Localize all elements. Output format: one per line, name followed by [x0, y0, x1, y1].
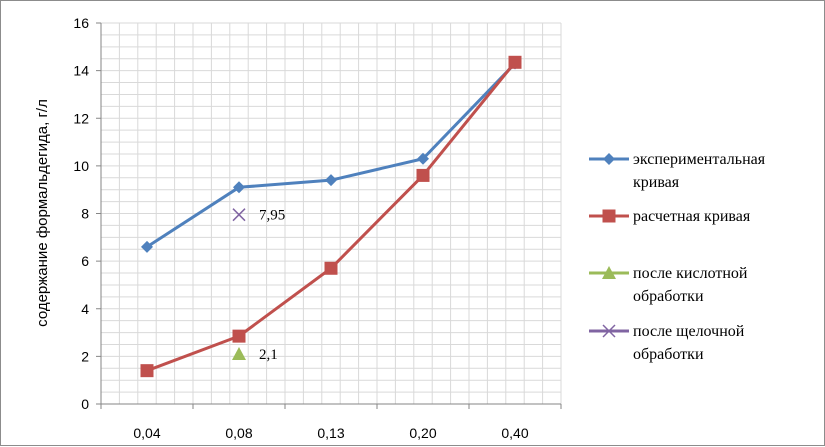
data-point-triangle	[232, 346, 246, 360]
legend-label: обработки	[633, 346, 704, 363]
legend: экспериментальная кривая расчетная кривая п…	[589, 151, 766, 363]
series-line	[146, 62, 517, 249]
series-1	[141, 57, 521, 253]
data-point-square	[232, 329, 246, 343]
x-tick-labels: 0,04 0,08 0,13 0,20 0,40	[133, 425, 528, 441]
y-tick-label: 12	[73, 110, 89, 126]
data-point-triangle	[602, 266, 616, 279]
x-marker-stroke	[232, 208, 246, 222]
y-tick-label: 4	[81, 301, 89, 317]
x-tick-label: 0,08	[225, 425, 252, 441]
legend-label: после щелочной	[633, 323, 745, 340]
data-point-x	[232, 208, 246, 222]
y-tick-label: 0	[81, 396, 89, 412]
series-2	[140, 55, 522, 378]
legend-item-2: расчетная кривая	[589, 208, 751, 225]
x-tick-label: 0,40	[501, 425, 528, 441]
series-line	[146, 61, 517, 373]
data-point-diamond	[325, 174, 337, 187]
data-point-square	[508, 55, 522, 69]
y-tick-label: 10	[73, 158, 89, 174]
series-3: 2,1	[232, 346, 278, 363]
legend-label: экспериментальная	[633, 151, 766, 168]
x-tick-label: 0,20	[409, 425, 436, 441]
legend-item-1: экспериментальная кривая	[589, 151, 766, 191]
data-point-x	[602, 324, 616, 338]
data-point-square	[140, 364, 154, 378]
plot-grid	[100, 22, 562, 405]
legend-label: кривая	[633, 174, 680, 191]
y-tick-label: 16	[73, 15, 89, 31]
legend-item-3: после кислотной обработки	[589, 265, 748, 305]
data-point-diamond	[417, 152, 429, 165]
y-tick-label: 6	[81, 253, 89, 269]
data-point-diamond	[141, 240, 153, 253]
data-point-diamond	[603, 153, 615, 165]
x-tick-label: 0,04	[133, 425, 160, 441]
legend-label: обработки	[633, 288, 704, 305]
data-point-square	[602, 209, 616, 223]
data-label: 2,1	[259, 347, 278, 363]
plot-axes	[96, 22, 562, 409]
y-tick-label: 8	[81, 206, 89, 222]
legend-label: после кислотной	[633, 265, 748, 282]
legend-label: расчетная кривая	[633, 208, 751, 225]
data-label: 7,95	[259, 208, 285, 224]
series-layer: 2,1 7,95	[140, 55, 522, 378]
data-point-square	[324, 261, 338, 275]
data-point-diamond	[233, 181, 245, 194]
y-tick-label: 14	[73, 63, 89, 79]
legend-item-4: после щелочной обработки	[589, 323, 745, 363]
y-axis-label: содержание формальдегида, г/л	[34, 99, 51, 327]
data-point-square	[416, 168, 430, 182]
y-tick-labels: 0 2 4 6 8 10 12 14 16	[73, 15, 89, 412]
series-4: 7,95	[232, 208, 285, 224]
x-marker-stroke	[602, 324, 616, 338]
x-tick-label: 0,13	[317, 425, 344, 441]
y-tick-label: 2	[81, 348, 89, 364]
